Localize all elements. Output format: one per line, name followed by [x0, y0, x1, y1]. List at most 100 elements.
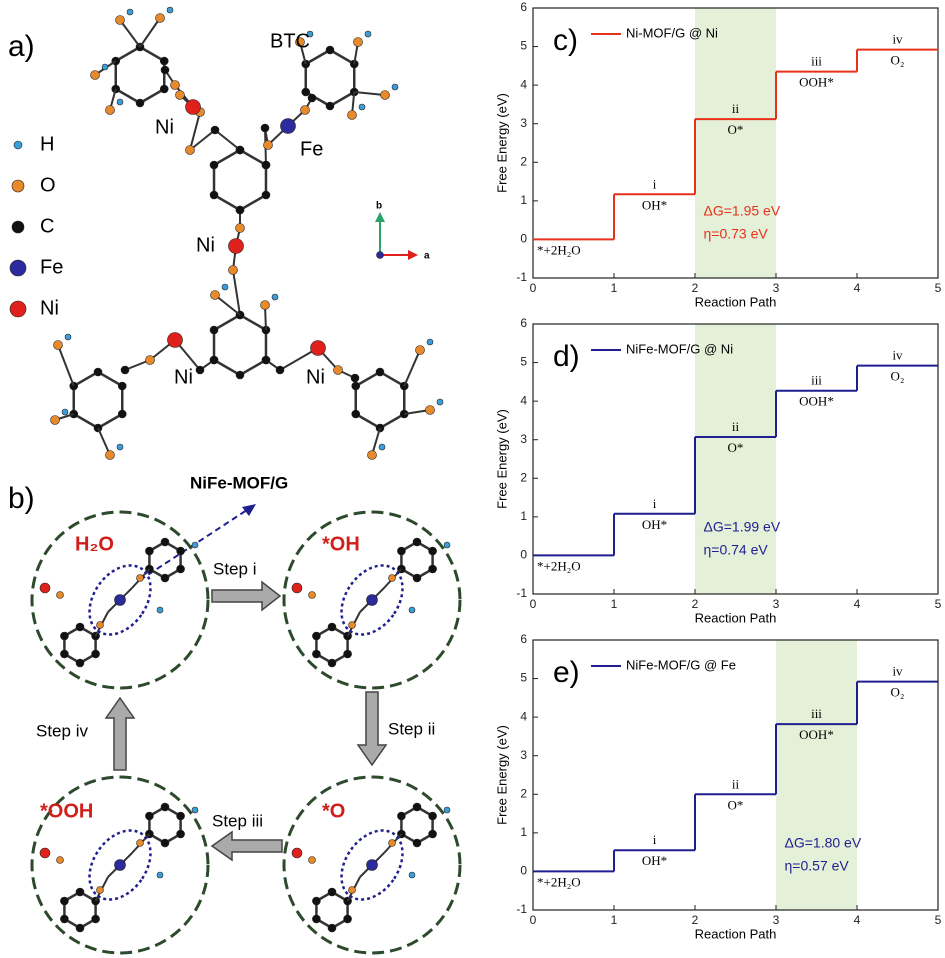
annotation: ΔG=1.80 eV	[785, 835, 862, 851]
atom	[145, 546, 154, 556]
atom	[13, 140, 23, 150]
y-tick-label: 2	[520, 154, 527, 168]
atom	[235, 370, 245, 380]
atom	[209, 190, 219, 200]
active-site	[88, 564, 152, 636]
atom	[39, 582, 51, 594]
atom	[425, 405, 435, 415]
panel-label: b)	[8, 482, 35, 515]
atom	[145, 355, 155, 365]
atom	[160, 802, 170, 812]
atom	[388, 839, 396, 847]
step-numeral: i	[653, 832, 657, 847]
bond	[139, 87, 165, 105]
x-tick-label: 2	[692, 281, 699, 295]
atom	[443, 806, 451, 814]
annotation: η=0.73 eV	[704, 226, 769, 242]
y-tick-label: 0	[520, 548, 527, 562]
y-axis-label: Free Energy (eV)	[494, 93, 509, 193]
atom	[160, 573, 170, 583]
step-arrow	[356, 691, 388, 767]
y-tick-label: 1	[520, 509, 527, 523]
species-label: O₂	[891, 53, 905, 68]
atom	[136, 574, 144, 582]
atom	[170, 80, 180, 90]
bond	[97, 412, 123, 430]
atom	[301, 87, 311, 97]
bond	[239, 148, 267, 167]
step-arrow	[104, 696, 136, 771]
atom	[105, 450, 115, 460]
plot-frame	[532, 7, 939, 279]
y-tick-label: -1	[516, 586, 527, 600]
atom	[347, 110, 357, 120]
bond	[232, 269, 241, 316]
atom	[56, 856, 64, 864]
atom	[308, 856, 316, 864]
ni-label: Ni	[174, 366, 193, 388]
atom	[325, 45, 335, 55]
species-label: *+2H₂O	[537, 242, 581, 257]
y-tick-label: 3	[520, 432, 527, 446]
bond	[189, 129, 216, 151]
y-tick-label: -1	[516, 270, 527, 284]
species-label: OH*	[642, 197, 667, 212]
atom	[228, 265, 238, 275]
bond	[239, 313, 267, 332]
atom	[114, 594, 126, 606]
atom	[348, 886, 356, 894]
atom	[295, 37, 305, 47]
species-label: OOH*	[799, 394, 834, 409]
atom	[96, 886, 104, 894]
step-numeral: iv	[892, 348, 903, 363]
atom	[366, 859, 378, 871]
bond	[119, 19, 141, 48]
atom	[159, 56, 169, 66]
bond	[73, 412, 99, 430]
atom	[443, 541, 451, 549]
atom	[101, 63, 109, 71]
atom	[90, 70, 100, 80]
annotation: η=0.74 eV	[704, 542, 769, 558]
atom	[117, 381, 127, 391]
highlight-band	[695, 8, 776, 278]
legend-label: C	[40, 215, 54, 237]
atom	[312, 631, 321, 641]
atom	[9, 259, 27, 277]
atom	[325, 101, 335, 111]
atom	[235, 145, 245, 155]
atom	[156, 606, 164, 614]
x-axis-label: Reaction Path	[695, 610, 777, 625]
species-label: O₂	[891, 685, 905, 700]
y-axis-label: Free Energy (eV)	[494, 409, 509, 509]
atom	[175, 90, 185, 100]
bond	[213, 313, 241, 332]
legend-label: NiFe-MOF/G @ Ni	[626, 341, 733, 356]
atom	[261, 355, 271, 365]
x-tick-label: 5	[935, 913, 942, 927]
x-tick-label: 1	[611, 597, 618, 611]
atom	[155, 13, 165, 23]
bond	[57, 344, 75, 387]
atom	[397, 546, 406, 556]
step-numeral: i	[653, 176, 657, 191]
x-tick-label: 2	[692, 913, 699, 927]
y-tick-label: 4	[520, 709, 527, 723]
atom	[191, 806, 199, 814]
atom	[176, 546, 185, 556]
ni-label: Ni	[155, 116, 174, 138]
atom	[350, 373, 360, 383]
state-label: H₂O	[75, 533, 114, 555]
y-tick-label: 2	[520, 786, 527, 800]
bond	[329, 48, 355, 66]
atom	[280, 118, 296, 134]
atom	[312, 649, 321, 659]
atom	[191, 541, 199, 549]
atom	[235, 205, 245, 215]
atom	[327, 923, 337, 933]
atom	[397, 811, 406, 821]
y-tick-label: 0	[520, 864, 527, 878]
atom	[412, 537, 422, 547]
species-label: OH*	[642, 853, 667, 868]
